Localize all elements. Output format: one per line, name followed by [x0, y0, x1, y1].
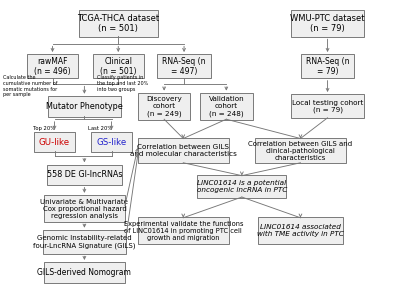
FancyBboxPatch shape: [157, 55, 211, 78]
Text: Classify patients in
the top and last 20%
into two groups: Classify patients in the top and last 20…: [97, 75, 148, 92]
FancyBboxPatch shape: [291, 94, 364, 118]
FancyBboxPatch shape: [138, 138, 229, 163]
Text: Correlation between GILS
and molecular characteristics: Correlation between GILS and molecular c…: [130, 144, 237, 157]
Text: RNA-Seq (n
= 497): RNA-Seq (n = 497): [162, 57, 206, 76]
Text: Correlation between GILS and
clinical-pathological
characteristics: Correlation between GILS and clinical-pa…: [248, 141, 352, 161]
Text: TCGA-THCA dataset
(n = 501): TCGA-THCA dataset (n = 501): [77, 14, 159, 33]
Text: Genomic Instability-related
four-LncRNA Signature (GILS): Genomic Instability-related four-LncRNA …: [33, 235, 136, 249]
Text: LINC01614 is a potential
oncogenic lncRNA in PTC: LINC01614 is a potential oncogenic lncRN…: [197, 180, 287, 193]
Text: GS-like: GS-like: [96, 137, 127, 147]
Text: WMU-PTC dataset
(n = 79): WMU-PTC dataset (n = 79): [290, 14, 365, 33]
FancyBboxPatch shape: [44, 262, 125, 283]
Text: Validation
cohort
(n = 248): Validation cohort (n = 248): [208, 96, 244, 117]
FancyBboxPatch shape: [91, 132, 132, 152]
FancyBboxPatch shape: [27, 55, 78, 78]
Text: Experimental validate the functions
of LINC01614 in promoting PTC cell
growth an: Experimental validate the functions of L…: [124, 221, 243, 241]
FancyBboxPatch shape: [138, 93, 190, 120]
FancyBboxPatch shape: [255, 138, 346, 163]
FancyBboxPatch shape: [258, 217, 343, 244]
Text: Clinical
(n = 501): Clinical (n = 501): [100, 57, 136, 76]
FancyBboxPatch shape: [48, 96, 121, 117]
FancyBboxPatch shape: [92, 55, 144, 78]
FancyBboxPatch shape: [301, 55, 354, 78]
Text: Univariate & Multivariate
Cox proportional hazard
regression analysis: Univariate & Multivariate Cox proportion…: [40, 199, 128, 219]
Text: 558 DE GI-lncRNAs: 558 DE GI-lncRNAs: [47, 170, 122, 179]
Text: Top 20%: Top 20%: [34, 126, 56, 131]
FancyBboxPatch shape: [43, 230, 126, 254]
Text: Local testing cohort
(n = 79): Local testing cohort (n = 79): [292, 100, 363, 113]
Text: Mutator Phenotype: Mutator Phenotype: [46, 102, 123, 111]
FancyBboxPatch shape: [200, 93, 253, 120]
Text: Calculate the
cumulative number of
somatic mutations for
per sample: Calculate the cumulative number of somat…: [3, 75, 57, 97]
FancyBboxPatch shape: [47, 165, 122, 185]
Text: RNA-Seq (n
= 79): RNA-Seq (n = 79): [306, 57, 349, 76]
FancyBboxPatch shape: [79, 10, 158, 37]
FancyBboxPatch shape: [197, 175, 286, 198]
Text: GU-like: GU-like: [39, 137, 70, 147]
Text: LINC01614 associated
with TME activity in PTC: LINC01614 associated with TME activity i…: [257, 224, 344, 237]
FancyBboxPatch shape: [44, 195, 125, 222]
Text: Last 20%: Last 20%: [88, 126, 112, 131]
Text: Discovery
cohort
(n = 249): Discovery cohort (n = 249): [146, 96, 182, 117]
FancyBboxPatch shape: [34, 132, 75, 152]
Text: rawMAF
(n = 496): rawMAF (n = 496): [34, 57, 71, 76]
FancyBboxPatch shape: [291, 10, 364, 37]
FancyBboxPatch shape: [138, 217, 229, 244]
Text: GILS-derived Nomogram: GILS-derived Nomogram: [38, 268, 131, 277]
